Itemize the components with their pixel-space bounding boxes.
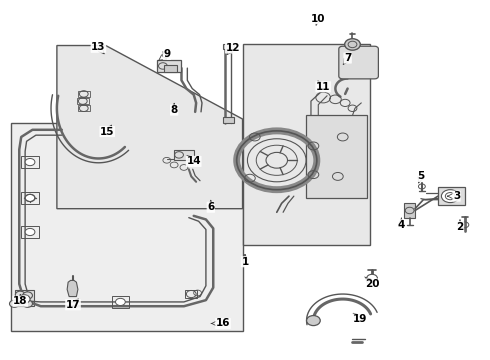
Bar: [223, 117, 234, 123]
Circle shape: [23, 292, 32, 299]
Circle shape: [441, 190, 459, 203]
Bar: [112, 296, 129, 308]
Polygon shape: [11, 123, 243, 330]
Text: 19: 19: [353, 314, 367, 324]
Text: 20: 20: [365, 279, 379, 289]
Circle shape: [25, 228, 35, 235]
Circle shape: [367, 274, 377, 282]
Polygon shape: [57, 45, 243, 209]
Text: 14: 14: [186, 156, 201, 166]
Text: 3: 3: [453, 191, 460, 201]
Bar: [78, 105, 90, 111]
Text: 17: 17: [66, 300, 80, 310]
Bar: [21, 192, 39, 204]
Text: 12: 12: [225, 43, 240, 53]
Text: 5: 5: [417, 171, 424, 181]
Text: 18: 18: [13, 296, 27, 306]
Circle shape: [307, 316, 320, 325]
Text: 2: 2: [456, 222, 464, 231]
Text: 9: 9: [163, 49, 171, 59]
Circle shape: [25, 158, 35, 166]
Text: 16: 16: [216, 319, 230, 328]
Polygon shape: [306, 116, 367, 198]
Polygon shape: [438, 187, 465, 205]
Bar: [223, 44, 234, 49]
Text: 15: 15: [100, 127, 115, 136]
Circle shape: [116, 298, 125, 306]
Bar: [78, 91, 90, 97]
Text: 1: 1: [242, 257, 248, 267]
Text: 13: 13: [91, 42, 106, 52]
Polygon shape: [243, 44, 369, 244]
Text: 8: 8: [171, 105, 178, 115]
Circle shape: [344, 39, 360, 50]
Circle shape: [9, 300, 19, 307]
Text: 11: 11: [316, 82, 330, 92]
Bar: [21, 226, 39, 238]
Text: 4: 4: [398, 220, 405, 230]
Polygon shape: [15, 291, 34, 306]
Circle shape: [18, 295, 30, 303]
Circle shape: [25, 194, 35, 202]
Bar: [174, 150, 194, 160]
Circle shape: [15, 291, 25, 298]
Bar: [21, 156, 39, 168]
Bar: [164, 64, 176, 72]
Bar: [157, 60, 181, 72]
Circle shape: [23, 300, 32, 307]
Bar: [77, 98, 89, 104]
Polygon shape: [404, 203, 415, 218]
Polygon shape: [67, 280, 78, 297]
Text: 7: 7: [344, 53, 351, 63]
Circle shape: [15, 298, 25, 305]
Bar: [185, 290, 197, 298]
Text: 10: 10: [311, 14, 325, 24]
Text: 6: 6: [207, 202, 215, 212]
FancyBboxPatch shape: [339, 46, 378, 79]
